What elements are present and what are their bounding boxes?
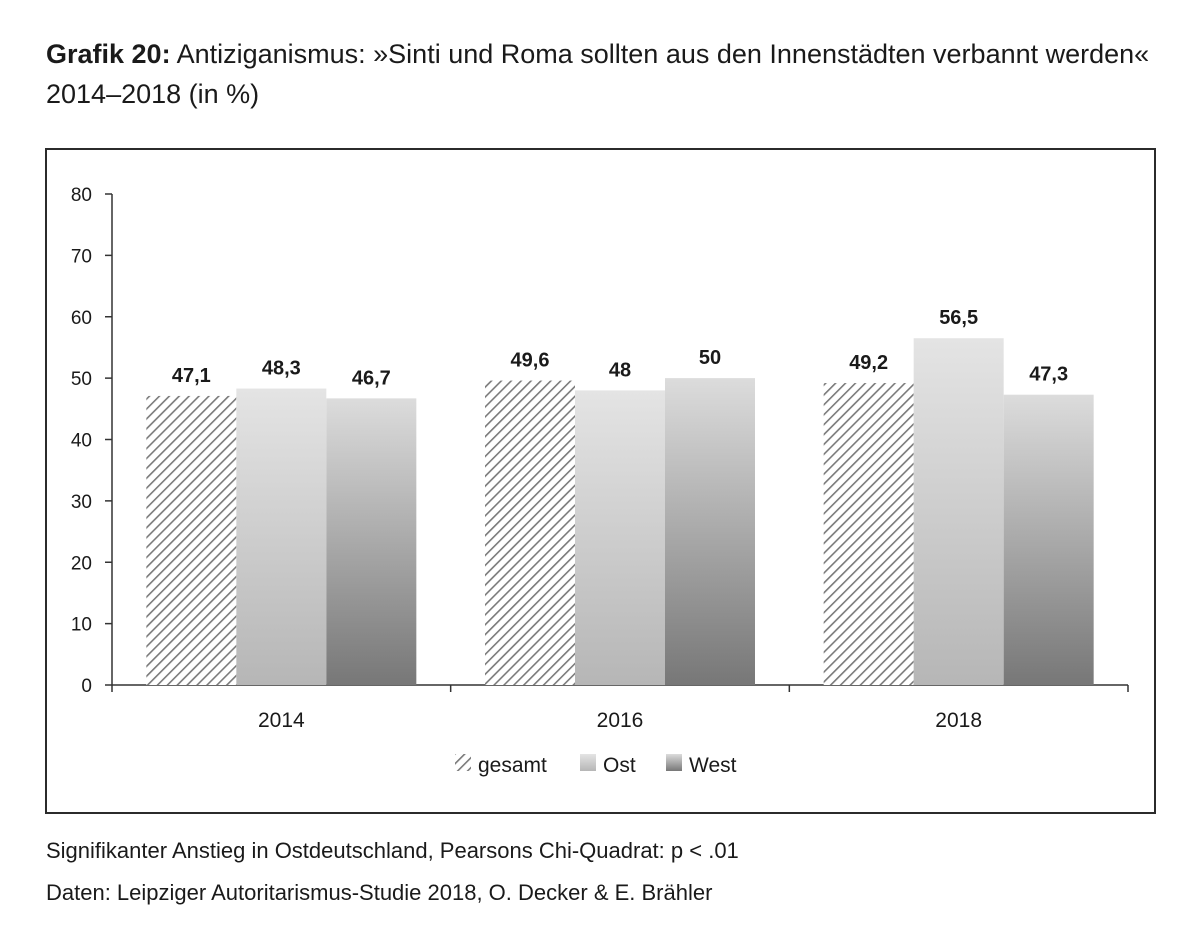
- data-label: 47,3: [1029, 364, 1068, 386]
- significance-note: Signifikanter Anstieg in Ostdeutschland,…: [46, 838, 739, 863]
- legend-label-gesamt: gesamt: [478, 754, 547, 777]
- data-label: 47,1: [172, 365, 211, 387]
- y-tick-label: 10: [71, 615, 92, 636]
- data-label: 46,7: [352, 367, 391, 389]
- bar-ost-2016: [575, 390, 665, 685]
- legend-swatch-west: [666, 754, 682, 771]
- title-prefix: Grafik 20:: [46, 39, 171, 69]
- bar-gesamt-2018: [823, 383, 914, 685]
- data-label: 49,2: [849, 352, 888, 374]
- title-text: Antiziganismus: »Sinti und Roma sollten …: [46, 39, 1150, 109]
- data-label: 56,5: [939, 307, 978, 329]
- bar-ost-2018: [913, 338, 1004, 685]
- x-tick-label: 2018: [935, 709, 982, 732]
- bar-gesamt-2016: [485, 380, 575, 685]
- chart-title: Grafik 20: Antiziganismus: »Sinti und Ro…: [46, 34, 1166, 114]
- data-label: 50: [699, 347, 721, 369]
- y-tick-label: 30: [71, 492, 92, 513]
- y-tick-label: 0: [81, 676, 92, 697]
- bar-west-2014: [326, 398, 417, 685]
- y-tick-label: 20: [71, 553, 92, 574]
- y-tick-label: 70: [71, 246, 92, 267]
- y-tick-label: 80: [71, 185, 92, 206]
- data-label: 48: [609, 359, 631, 381]
- y-tick-label: 40: [71, 431, 92, 452]
- y-tick-label: 60: [71, 308, 92, 329]
- bar-west-2016: [665, 378, 755, 685]
- legend-label-west: West: [689, 754, 737, 777]
- bar-gesamt-2014: [146, 395, 237, 685]
- legend-label-ost: Ost: [603, 754, 636, 777]
- x-tick-label: 2016: [597, 709, 644, 732]
- source-note: Daten: Leipziger Autoritarismus-Studie 2…: [46, 880, 713, 905]
- bar-ost-2014: [236, 388, 327, 685]
- y-tick-label: 50: [71, 369, 92, 390]
- data-label: 49,6: [511, 350, 550, 372]
- legend-swatch-ost: [580, 754, 596, 771]
- bar-west-2018: [1003, 394, 1094, 685]
- data-label: 48,3: [262, 358, 301, 380]
- x-tick-label: 2014: [258, 709, 305, 732]
- legend-swatch-gesamt: [455, 754, 471, 771]
- chart-frame: [45, 148, 1156, 814]
